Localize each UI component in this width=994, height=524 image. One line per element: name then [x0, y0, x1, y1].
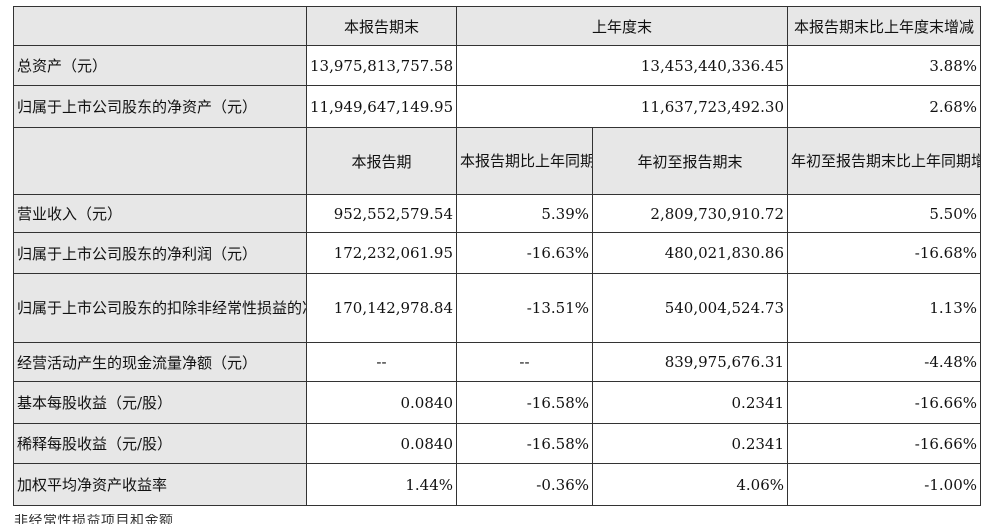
table-row: 稀释每股收益（元/股） 0.0840 -16.58% 0.2341 -16.66… [13, 423, 982, 464]
header-blank-cell [13, 6, 307, 46]
header-ytd-change: 年初至报告期末比上年同期增减 [787, 127, 982, 195]
table-row: 归属于上市公司股东的扣除非经常性损益的净利润（元） 170,142,978.84… [13, 273, 982, 343]
change-cell: 2.68% [787, 85, 982, 128]
period-change-cell: 5.39% [456, 194, 593, 233]
period-change-cell: -- [456, 342, 593, 382]
period-change-cell: -13.51% [456, 273, 593, 343]
period-value-cell: 172,232,061.95 [306, 232, 457, 274]
period-value-cell: 0.0840 [306, 423, 457, 464]
period-value-cell: 0.0840 [306, 381, 457, 424]
table-header-row: 本报告期末 上年度末 本报告期末比上年度末增减 [13, 6, 982, 46]
ytd-change-cell: -16.66% [787, 381, 982, 424]
ytd-change-cell: 1.13% [787, 273, 982, 343]
cut-off-next-heading: 非经常性损益项目和金额 [14, 514, 254, 524]
ytd-value-cell: 839,975,676.31 [591, 342, 789, 382]
table-row: 营业收入（元） 952,552,579.54 5.39% 2,809,730,9… [13, 194, 982, 233]
ytd-value-cell: 540,004,524.73 [591, 273, 789, 343]
ytd-value-cell: 2,809,730,910.72 [591, 194, 789, 233]
period-change-cell: -0.36% [456, 463, 593, 506]
header-prior-year-end: 上年度末 [455, 6, 789, 46]
table-header-row: 本报告期 本报告期比上年同期增减 年初至报告期末 年初至报告期末比上年同期增减 [13, 127, 982, 195]
table-row: 基本每股收益（元/股） 0.0840 -16.58% 0.2341 -16.66… [13, 381, 982, 424]
cut-off-text: 非经常性损益项目和金额 [14, 514, 174, 524]
financial-data-table: 本报告期末 上年度末 本报告期末比上年度末增减 总资产（元） 13,975,81… [13, 6, 982, 506]
period-value-cell: 1.44% [306, 463, 457, 506]
table-row: 加权平均净资产收益率 1.44% -0.36% 4.06% -1.00% [13, 463, 982, 506]
period-value-cell: 952,552,579.54 [306, 194, 457, 233]
row-label: 稀释每股收益（元/股） [13, 423, 307, 464]
ytd-change-cell: -16.66% [787, 423, 982, 464]
header-current-period-end: 本报告期末 [306, 6, 457, 46]
prior-value-cell: 11,637,723,492.30 [455, 85, 789, 128]
ytd-value-cell: 0.2341 [591, 381, 789, 424]
table-row: 经营活动产生的现金流量净额（元） -- -- 839,975,676.31 -4… [13, 342, 982, 382]
ytd-change-cell: -1.00% [787, 463, 982, 506]
header-change-vs-prior-year-end: 本报告期末比上年度末增减 [787, 6, 982, 46]
current-value-cell: 11,949,647,149.95 [306, 85, 457, 128]
period-value-cell: -- [306, 342, 457, 382]
ytd-change-cell: 5.50% [787, 194, 982, 233]
row-label: 加权平均净资产收益率 [13, 463, 307, 506]
table-row: 总资产（元） 13,975,813,757.58 13,453,440,336.… [13, 45, 982, 86]
table-row: 归属于上市公司股东的净资产（元） 11,949,647,149.95 11,63… [13, 85, 982, 128]
header-year-to-date: 年初至报告期末 [591, 127, 789, 195]
row-label: 归属于上市公司股东的净资产（元） [13, 85, 307, 128]
prior-value-cell: 13,453,440,336.45 [455, 45, 789, 86]
header-blank-cell [13, 127, 307, 195]
period-change-cell: -16.58% [456, 423, 593, 464]
row-label: 归属于上市公司股东的净利润（元） [13, 232, 307, 274]
period-change-cell: -16.58% [456, 381, 593, 424]
row-label: 归属于上市公司股东的扣除非经常性损益的净利润（元） [13, 273, 307, 343]
current-value-cell: 13,975,813,757.58 [306, 45, 457, 86]
ytd-value-cell: 0.2341 [591, 423, 789, 464]
ytd-change-cell: -16.68% [787, 232, 982, 274]
period-change-cell: -16.63% [456, 232, 593, 274]
ytd-change-cell: -4.48% [787, 342, 982, 382]
header-period-change: 本报告期比上年同期增减 [456, 127, 593, 195]
header-current-period: 本报告期 [306, 127, 457, 195]
change-cell: 3.88% [787, 45, 982, 86]
ytd-value-cell: 480,021,830.86 [591, 232, 789, 274]
period-value-cell: 170,142,978.84 [306, 273, 457, 343]
table-row: 归属于上市公司股东的净利润（元） 172,232,061.95 -16.63% … [13, 232, 982, 274]
row-label: 总资产（元） [13, 45, 307, 86]
row-label: 营业收入（元） [13, 194, 307, 233]
row-label: 经营活动产生的现金流量净额（元） [13, 342, 307, 382]
ytd-value-cell: 4.06% [591, 463, 789, 506]
row-label: 基本每股收益（元/股） [13, 381, 307, 424]
